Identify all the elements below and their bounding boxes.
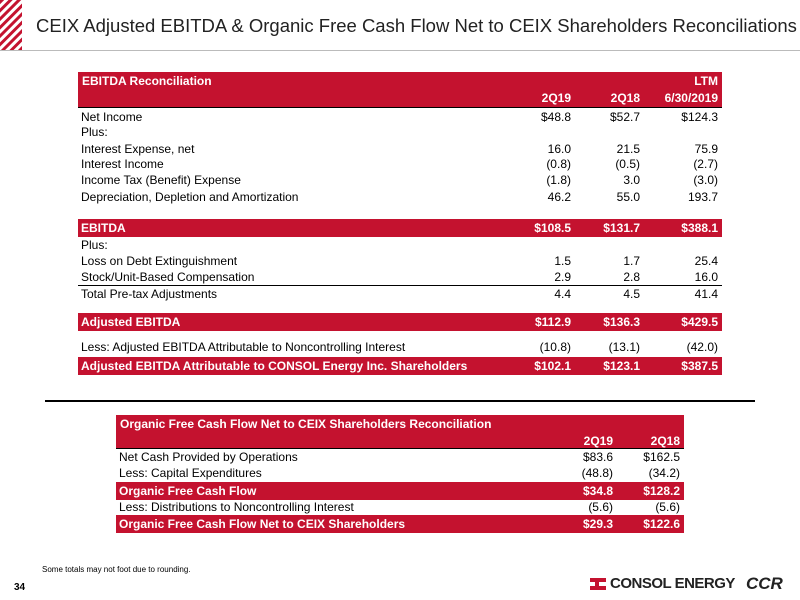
table-title: Organic Free Cash Flow Net to CEIX Share… xyxy=(120,417,492,431)
footnote: Some totals may not foot due to rounding… xyxy=(42,565,191,574)
row-value: (0.5) xyxy=(615,157,640,171)
row-value: 41.4 xyxy=(694,287,718,301)
row-value: 46.2 xyxy=(547,190,571,204)
row-band xyxy=(78,313,722,331)
row-value: (5.6) xyxy=(655,500,680,514)
row-value: (5.6) xyxy=(588,500,613,514)
row-value: (2.7) xyxy=(693,157,718,171)
logo: CONSOL ENERGY xyxy=(610,575,735,592)
row-value: (0.8) xyxy=(546,157,571,171)
column-group-label: LTM xyxy=(694,74,718,88)
row-value: $387.5 xyxy=(681,359,718,373)
row-value: (13.1) xyxy=(608,340,640,354)
header-band xyxy=(116,415,684,448)
row-label: Interest Income xyxy=(81,157,164,171)
row-band xyxy=(78,357,722,375)
row-value: 75.9 xyxy=(694,142,718,156)
divider xyxy=(45,400,755,402)
row-label: Plus: xyxy=(81,125,108,139)
row-label: Interest Expense, net xyxy=(81,142,195,156)
row-value: $131.7 xyxy=(603,221,640,235)
row-label: Organic Free Cash Flow xyxy=(119,484,257,498)
row-label: Plus: xyxy=(81,238,108,252)
row-value: 16.0 xyxy=(694,270,718,284)
row-band xyxy=(116,515,684,533)
row-label: Loss on Debt Extinguishment xyxy=(81,254,238,268)
row-label: Less: Capital Expenditures xyxy=(119,466,262,480)
row-value: $108.5 xyxy=(534,221,571,235)
row-label: Organic Free Cash Flow Net to CEIX Share… xyxy=(119,517,406,531)
row-value: (34.2) xyxy=(648,466,680,480)
row-value: 1.7 xyxy=(623,254,640,268)
row-value: 25.4 xyxy=(694,254,718,268)
row-value: 16.0 xyxy=(547,142,571,156)
row-value: (1.8) xyxy=(546,173,571,187)
row-value: 21.5 xyxy=(616,142,640,156)
header-band xyxy=(78,72,722,107)
row-value: 55.0 xyxy=(616,190,640,204)
row-value: $429.5 xyxy=(681,315,718,329)
row-value: 1.5 xyxy=(554,254,571,268)
row-label: Net Cash Provided by Operations xyxy=(119,450,298,464)
row-label: Adjusted EBITDA Attributable to CONSOL E… xyxy=(81,359,468,373)
slide-title: CEIX Adjusted EBITDA & Organic Free Cash… xyxy=(36,15,797,36)
row-value: $29.3 xyxy=(582,517,613,531)
title-rule xyxy=(0,50,800,51)
column-header: 2Q18 xyxy=(610,91,640,105)
row-value: (3.0) xyxy=(693,173,718,187)
row-value: $162.5 xyxy=(643,450,680,464)
row-label: EBITDA xyxy=(81,221,126,235)
header-rule xyxy=(78,107,722,108)
row-label: Net Income xyxy=(81,110,143,124)
column-header: 2Q19 xyxy=(541,91,571,105)
row-value: $124.3 xyxy=(681,110,718,124)
column-header: 2Q19 xyxy=(583,434,613,448)
row-value: $83.6 xyxy=(582,450,613,464)
row-label: Depreciation, Depletion and Amortization xyxy=(81,190,299,204)
row-value: (42.0) xyxy=(686,340,718,354)
row-value: (48.8) xyxy=(581,466,613,480)
row-value: $102.1 xyxy=(534,359,571,373)
column-header: 2Q18 xyxy=(650,434,680,448)
row-value: $128.2 xyxy=(643,484,680,498)
row-value: $48.8 xyxy=(540,110,571,124)
row-label: Adjusted EBITDA xyxy=(81,315,181,329)
row-value: $34.8 xyxy=(582,484,613,498)
table-title: EBITDA Reconciliation xyxy=(82,74,212,88)
row-band xyxy=(116,482,684,500)
row-value: 3.0 xyxy=(623,173,640,187)
row-value: 4.4 xyxy=(554,287,571,301)
column-header: 6/30/2019 xyxy=(664,91,718,105)
page-number: 34 xyxy=(14,582,26,593)
row-label: Total Pre-tax Adjustments xyxy=(81,287,218,301)
row-value: 193.7 xyxy=(687,190,718,204)
row-band xyxy=(78,219,722,237)
row-rule xyxy=(78,285,722,286)
row-value: $123.1 xyxy=(603,359,640,373)
row-label: Less: Distributions to Noncontrolling In… xyxy=(119,500,354,514)
row-value: $52.7 xyxy=(609,110,640,124)
row-value: $112.9 xyxy=(534,315,571,329)
logo-icon xyxy=(590,578,606,590)
row-value: (10.8) xyxy=(539,340,571,354)
header-rule xyxy=(116,448,684,449)
row-value: $136.3 xyxy=(603,315,640,329)
row-value: 2.8 xyxy=(623,270,640,284)
row-value: $122.6 xyxy=(643,517,680,531)
row-value: 4.5 xyxy=(623,287,640,301)
logo-secondary: CCR xyxy=(746,574,783,593)
row-value: $388.1 xyxy=(681,221,718,235)
row-label: Less: Adjusted EBITDA Attributable to No… xyxy=(81,340,406,354)
stripe-icon xyxy=(0,0,22,50)
row-label: Income Tax (Benefit) Expense xyxy=(81,173,241,187)
row-value: 2.9 xyxy=(554,270,571,284)
row-label: Stock/Unit-Based Compensation xyxy=(81,270,255,284)
